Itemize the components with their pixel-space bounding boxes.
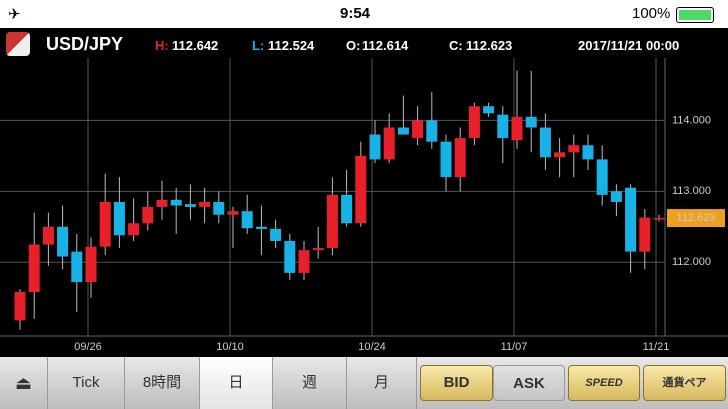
candle-body: [184, 204, 196, 207]
candle-body: [298, 250, 310, 273]
candle-body: [14, 292, 26, 321]
candle-body: [71, 251, 83, 283]
pair-button[interactable]: 通貨ペア: [643, 365, 726, 401]
close-value: 112.623: [466, 38, 513, 53]
x-tick-label: 11/07: [501, 341, 528, 353]
airplane-icon: ✈: [8, 6, 21, 23]
candle-body: [625, 187, 637, 252]
low-value: 112.524: [268, 38, 315, 53]
candle-body: [255, 226, 267, 229]
y-tick-label: 112.000: [672, 256, 711, 268]
candle-body: [554, 152, 566, 158]
candle-body: [170, 199, 182, 206]
candle-body: [440, 141, 452, 178]
candle-body: [128, 223, 140, 236]
candle-body: [525, 116, 537, 128]
x-tick-label: 10/10: [216, 341, 244, 353]
candle-body: [539, 127, 551, 158]
candle-body: [284, 240, 296, 273]
candle-body: [227, 211, 239, 215]
bid-button[interactable]: BID: [420, 365, 493, 401]
battery-icon: [676, 7, 714, 23]
candle-body: [113, 201, 125, 236]
candle-body: [497, 114, 509, 139]
battery-level: 100%: [632, 5, 671, 22]
status-bar: ✈ 9:54 100%: [0, 0, 728, 28]
candle-body: [610, 191, 622, 202]
candle-body: [341, 194, 353, 224]
candle-body: [653, 218, 665, 220]
candle-body: [483, 106, 495, 114]
candle-body: [142, 206, 154, 224]
eject-button[interactable]: ⏏: [0, 357, 48, 409]
datetime: 2017/11/21 00:00: [578, 38, 680, 53]
current-price-box: [667, 209, 725, 228]
candle-body: [468, 106, 480, 139]
candle-body: [28, 244, 40, 293]
high-label: H:: [155, 38, 169, 53]
candle-body: [454, 138, 466, 178]
candle-body: [596, 159, 608, 195]
ask-button[interactable]: ASK: [493, 365, 565, 401]
candle-body: [511, 116, 523, 141]
candle-body: [383, 127, 395, 160]
x-tick-label: 10/24: [358, 341, 386, 353]
candle-body: [568, 145, 580, 153]
candle-body: [156, 199, 168, 207]
chart: 112.000 113.000 114.000 09/26 10/10 10/24 11/0…: [0, 58, 728, 353]
candle-body: [326, 194, 338, 249]
symbol[interactable]: USD/JPY: [46, 34, 124, 54]
day-button[interactable]: 日: [200, 357, 273, 409]
y-tick-label: 113.000: [672, 185, 711, 197]
candle-body: [639, 217, 651, 252]
month-button[interactable]: 月: [347, 357, 417, 409]
toolbar: ⏏ Tick 8時間 日 週 月 BID ASK SPEED 通貨ペア: [0, 357, 728, 409]
week-button[interactable]: 週: [273, 357, 347, 409]
candle-body: [369, 134, 381, 160]
candle-body: [57, 226, 69, 257]
8h-button[interactable]: 8時間: [125, 357, 200, 409]
close-label: C:: [449, 38, 463, 53]
candle-body: [426, 120, 438, 142]
candle-body: [355, 155, 367, 224]
candle-body: [412, 120, 424, 139]
high-value: 112.642: [172, 38, 219, 53]
candle-body: [99, 201, 111, 247]
flag-icon[interactable]: [6, 32, 30, 56]
candle-body: [270, 228, 282, 241]
low-label: L:: [252, 38, 265, 53]
x-tick-label: 09/26: [74, 341, 102, 353]
candle-body: [213, 201, 225, 215]
y-tick-label: 114.000: [672, 114, 711, 126]
clock: 9:54: [340, 5, 371, 22]
x-tick-label: 11/21: [643, 341, 670, 353]
candle-body: [85, 246, 97, 283]
header: USD/JPY H: 112.642 L: 112.524 O: 112.614…: [0, 28, 728, 60]
candle-body: [397, 127, 409, 135]
tick-button[interactable]: Tick: [48, 357, 125, 409]
candle-body: [241, 211, 253, 229]
speed-button[interactable]: SPEED: [568, 365, 640, 401]
candle-body: [42, 226, 54, 245]
candle-body: [199, 201, 211, 207]
open-value: 112.614: [362, 38, 409, 53]
open-label: O:: [346, 38, 361, 53]
candle-body: [312, 248, 324, 251]
current-price-label: 112.623: [677, 212, 716, 224]
candle-body: [582, 145, 594, 160]
